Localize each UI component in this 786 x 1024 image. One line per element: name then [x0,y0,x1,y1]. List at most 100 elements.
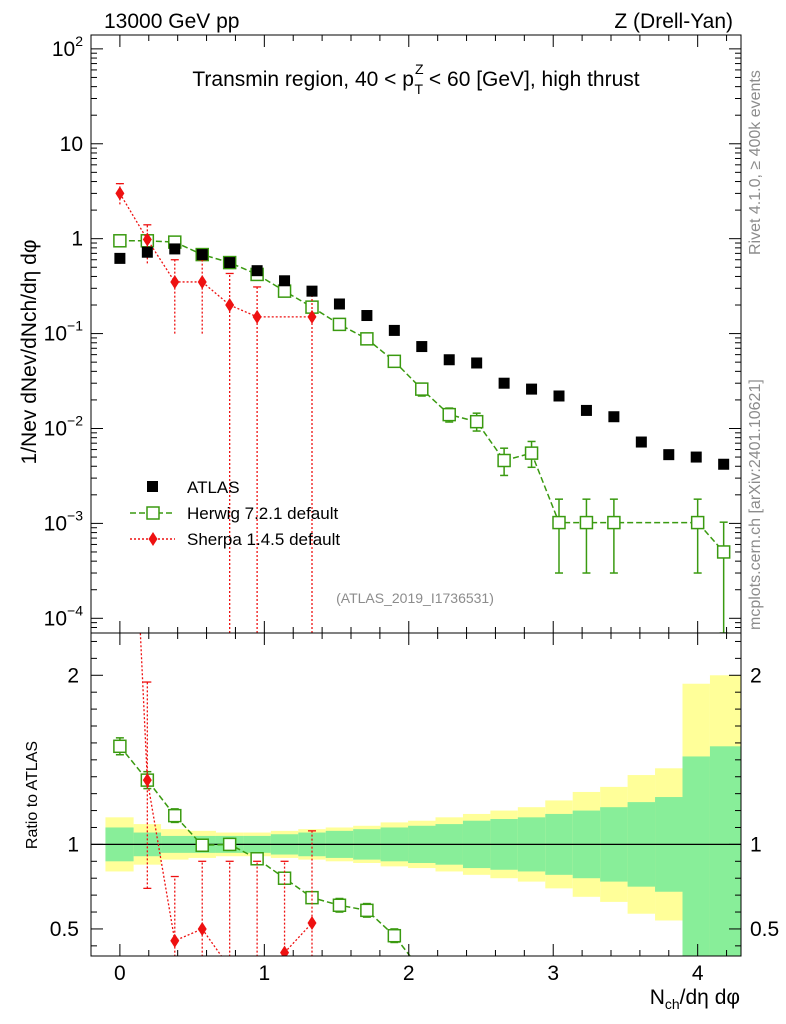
x-axis-label: Nch/dη dφ [650,986,740,1012]
legend-marker-herwig [146,506,160,520]
top-y-tick-label: 10−2 [44,412,84,440]
sherpa-ratio-point [225,961,234,975]
top-y-tick-label: 10−4 [44,602,84,630]
sherpa-point [252,309,262,324]
atlas-point [608,411,620,423]
ratio-y-tick-label-left: 1 [67,833,79,856]
herwig-ratio-point [168,808,182,823]
herwig-point [387,354,402,369]
atlas-point [416,341,428,353]
ratio-y-tick-label-left: 2 [67,664,79,687]
herwig-point [113,234,127,248]
herwig-ratio-point [277,871,292,885]
sherpa-point [225,298,235,313]
atlas-point [498,377,510,389]
herwig-point [552,515,566,530]
legend-marker-atlas [147,481,158,492]
ratio-y-axis-label: Ratio to ATLAS [24,741,41,849]
atlas-point [279,275,291,287]
ratio-y-tick-label-right: 2 [750,664,762,687]
atlas-point [388,324,400,336]
main-distribution-panel: 102 10 1 10−1 10−2 10−3 10−4 Transmin region, … [18,33,742,634]
herwig-point [360,332,374,346]
herwig-point [415,382,429,396]
atlas-point [196,249,208,261]
ratio-panel: 0 1 2 3 4 0.5 0.5 1 1 2 2 Ratio to ATLAS Nch/dη dφ [24,632,779,1012]
x-tick-label: 1 [258,962,270,985]
ratio-y-tick-label-right: 1 [750,833,762,856]
herwig-ratio-point [305,890,319,905]
sherpa-ratio-point [197,921,207,936]
bottom-frame [90,632,742,957]
chart-title: Transmin region, 40 < pZ T < 60 [GeV], hi… [192,61,639,97]
x-tick-label: 4 [692,962,704,985]
herwig-ratio-point [360,903,374,918]
header-energy-label: 13000 GeV pp [104,10,239,33]
atlas-point [663,449,675,461]
header-process-label: Z (Drell-Yan) [614,10,733,33]
herwig-ratio-point [113,739,127,754]
herwig-point [277,284,292,298]
sherpa-ratio-point [280,945,290,956]
uncertainty-band-inner [682,756,710,956]
herwig-ratio-point [387,928,402,943]
top-y-tick-label: 1 [71,228,83,251]
atlas-point [718,458,730,470]
sherpa-point [170,274,180,289]
legend-label-atlas: ATLAS [187,478,240,497]
sherpa-ratio-line [139,633,313,956]
atlas-point [361,310,373,322]
top-y-tick-label: 10 [60,133,83,156]
atlas-point [580,404,592,416]
herwig-ratio-point [332,898,347,913]
herwig-ratio-point [222,837,237,852]
x-tick-label: 0 [114,962,126,985]
legend-label-sherpa: Sherpa 1.4.5 default [187,530,340,549]
sherpa-ratio-point [170,933,180,948]
atlas-point [443,354,455,366]
mcplots-url-label: mcplots.cern.ch [arXiv:2401.10621] [747,379,764,630]
ratio-y-tick-label-left: 0.5 [50,918,79,941]
x-tick-label: 2 [403,962,415,985]
atlas-point [251,265,263,277]
atlas-point [306,285,318,297]
herwig-point [497,453,511,468]
herwig-point [716,545,731,559]
herwig-ratio-point [416,965,428,977]
top-y-tick-label: 10−3 [44,507,84,535]
top-y-tick-label: 10−1 [44,318,84,346]
x-tick-label: 3 [547,962,559,985]
rivet-version-label: Rivet 4.1.0, ≥ 400k events [747,70,764,255]
herwig-ratio-point [195,838,209,852]
atlas-point [224,257,236,269]
atlas-point [690,451,702,463]
herwig-point [607,515,621,530]
herwig-point [469,414,484,429]
legend: ATLAS Herwig 7.2.1 default Sherpa 1.4.5 … [130,478,340,549]
analysis-watermark: (ATLAS_2019_I1736531) [336,590,494,606]
herwig-point [524,446,539,460]
legend-marker-sherpa [148,532,158,546]
sherpa-ratio-point [307,916,317,931]
herwig-point [332,317,347,332]
ratio-y-tick-label-right: 0.5 [750,918,779,941]
herwig-point [579,515,594,530]
atlas-point [114,252,126,264]
uncertainty-band-inner [709,746,741,956]
atlas-point [141,246,153,258]
atlas-point [333,298,345,310]
herwig-point [690,515,705,530]
legend-label-herwig: Herwig 7.2.1 default [187,504,338,523]
atlas-point [471,357,483,369]
sherpa-ratio-point [142,773,152,788]
sherpa-point [142,232,152,247]
atlas-point [553,390,565,402]
top-y-tick-label: 102 [52,33,83,61]
atlas-point [526,383,538,395]
sherpa-point [307,309,317,324]
herwig-point [442,407,456,422]
sherpa-point [115,186,125,201]
top-y-axis-label: 1/Nev dNev/dNch/dη dφ [18,240,41,465]
atlas-point [169,243,181,255]
